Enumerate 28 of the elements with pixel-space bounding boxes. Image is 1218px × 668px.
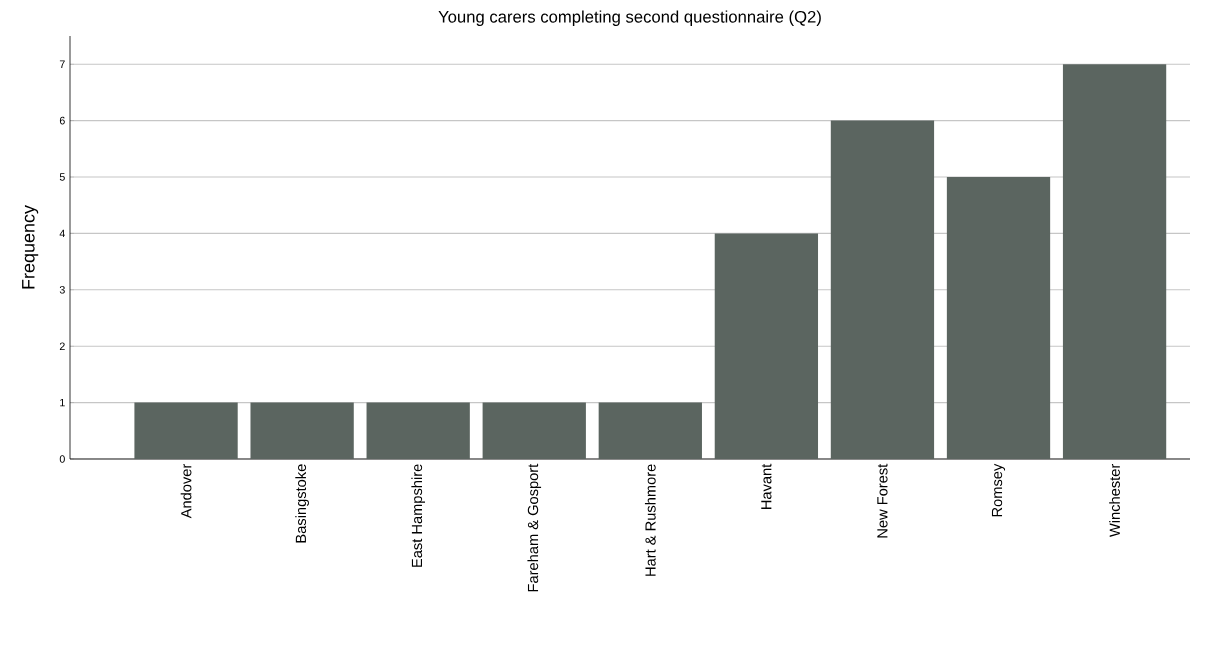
bar (1062, 64, 1167, 459)
x-tick-label: Romsey (991, 463, 1006, 517)
y-axis-title: Frequency (22, 205, 39, 289)
bar (366, 402, 470, 459)
bar (134, 402, 238, 459)
bar (946, 177, 1051, 459)
x-tick-label: East Hampshire (411, 464, 426, 567)
x-tick-label: Fareham & Gosport (527, 463, 542, 592)
x-tick-label: Winchester (1109, 463, 1120, 537)
bar (714, 233, 819, 459)
x-tick-label: Hart & Rushmore (644, 464, 656, 576)
y-tick-label: 5 (59, 173, 65, 181)
y-tick-label: 7 (59, 60, 65, 68)
y-tick-label: 2 (59, 342, 65, 350)
x-tick-label: Basingstoke (295, 464, 309, 543)
x-tick-label: Havant (761, 463, 772, 509)
y-tick-label: 3 (59, 286, 65, 294)
y-tick-label: 0 (59, 455, 65, 463)
bar (250, 402, 354, 459)
x-tick-label: New Forest (877, 463, 888, 538)
bar (482, 402, 586, 459)
y-tick-label: 1 (60, 398, 65, 407)
bar (598, 402, 702, 459)
bar (830, 120, 935, 459)
chart-title: Young carers completing second questionnaire (Q2) (438, 10, 821, 26)
x-tick-label: Andover (180, 463, 192, 519)
y-tick-label: 4 (59, 229, 65, 238)
y-tick-label: 6 (59, 116, 65, 125)
